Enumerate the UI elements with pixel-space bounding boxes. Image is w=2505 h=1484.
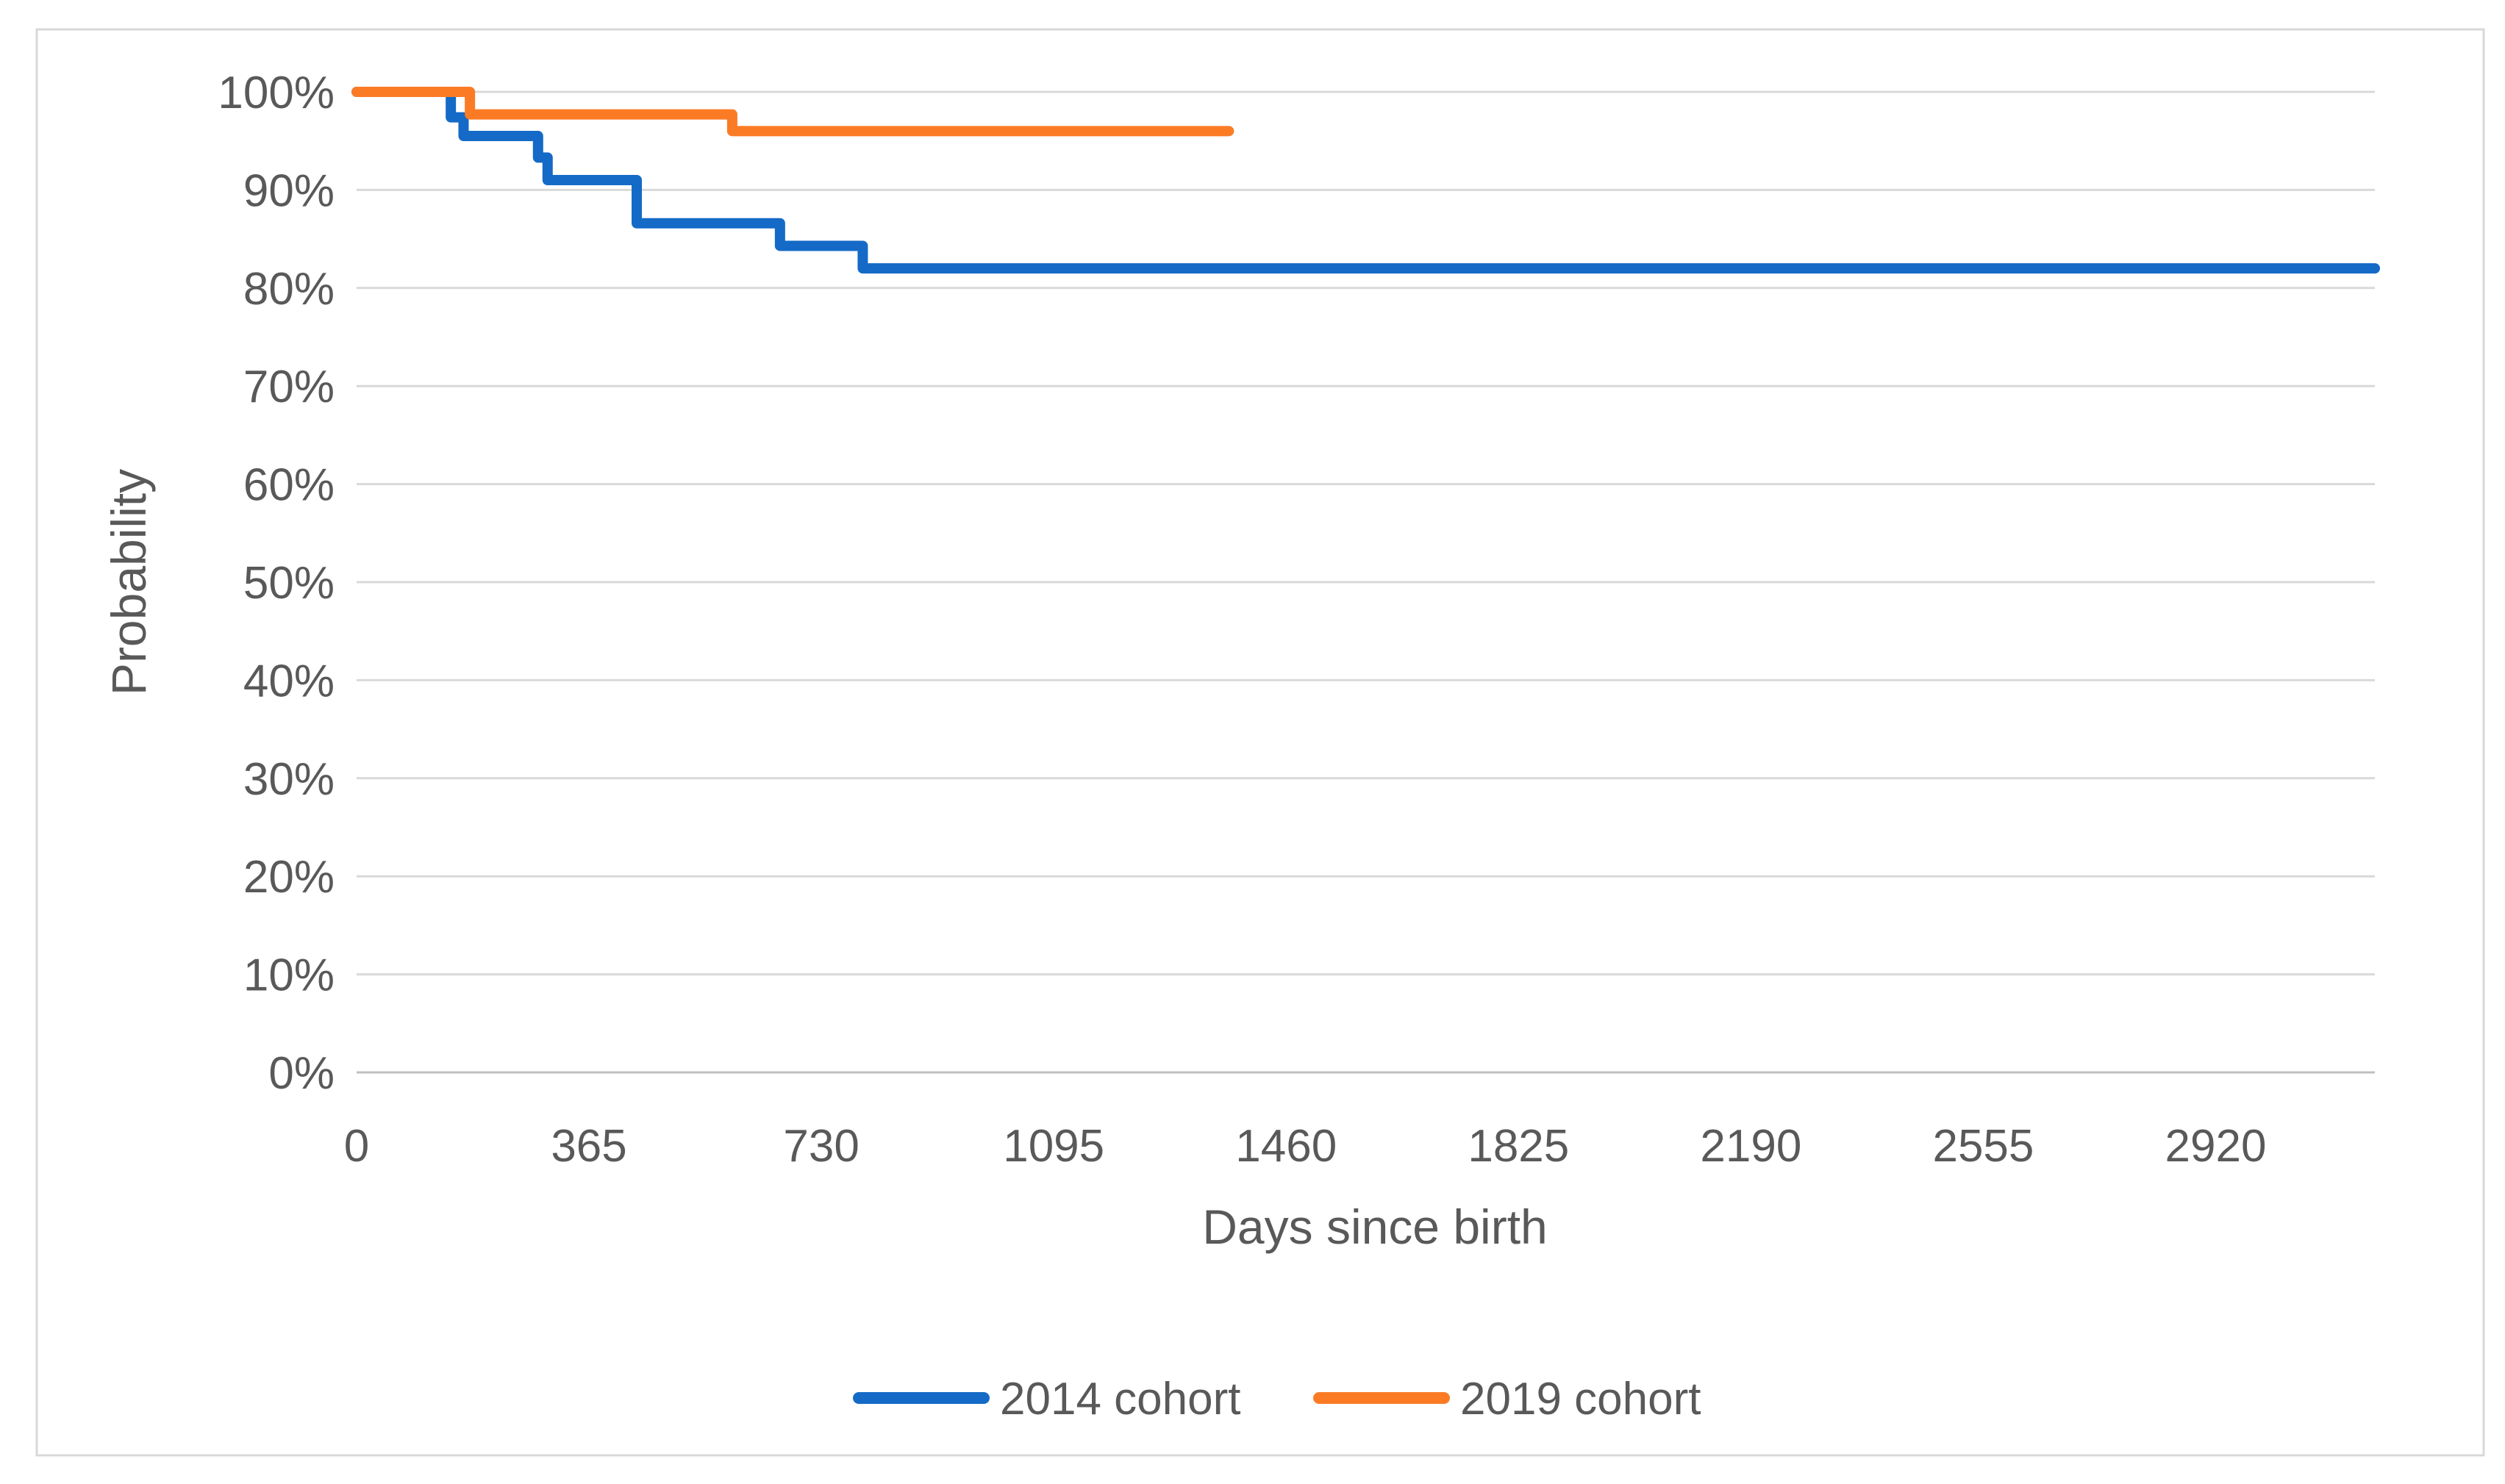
- legend-label: 2019 cohort: [1460, 1374, 1701, 1424]
- x-tick-label: 2920: [2165, 1121, 2267, 1172]
- y-tick-label: 40%: [243, 656, 335, 706]
- x-tick-label: 1095: [1003, 1121, 1104, 1172]
- x-tick-label: 365: [551, 1121, 626, 1172]
- y-tick-label: 0%: [268, 1048, 335, 1099]
- x-tick-label: 730: [783, 1121, 859, 1172]
- legend-item-2014-cohort: 2014 cohort: [853, 1374, 1240, 1424]
- y-tick-label: 10%: [243, 950, 335, 1001]
- gridlines: [357, 90, 2375, 1074]
- x-tick-label: 1460: [1235, 1121, 1337, 1172]
- y-tick-label: 60%: [243, 460, 335, 511]
- y-tick-label: 30%: [243, 754, 335, 805]
- x-tick-label: 2555: [1932, 1121, 2034, 1172]
- x-axis-title: Days since birth: [1202, 1200, 1548, 1254]
- legend-item-2019-cohort: 2019 cohort: [1313, 1374, 1701, 1424]
- y-tick-label: 80%: [243, 264, 335, 315]
- legend: 2014 cohort 2019 cohort: [853, 1374, 1701, 1424]
- series-line-2014-cohort: [351, 87, 2380, 274]
- y-tick-label: 100%: [218, 68, 335, 118]
- legend-label: 2014 cohort: [1000, 1374, 1240, 1424]
- y-axis-tick-labels: 0% 10% 20% 30% 40% 50% 60% 70% 80% 90% 100%: [218, 68, 335, 1099]
- x-tick-label: 2190: [1700, 1121, 1801, 1172]
- y-tick-label: 90%: [243, 165, 335, 216]
- x-axis-tick-labels: 0 365 730 1095 1460 1825 2190 2555 2920: [344, 1121, 2267, 1172]
- y-tick-label: 70%: [243, 362, 335, 412]
- y-tick-label: 50%: [243, 558, 335, 609]
- y-axis-title: Probability: [101, 469, 156, 695]
- x-tick-label: 1825: [1468, 1121, 1569, 1172]
- series-lines: [351, 87, 2380, 274]
- series-line-2019-cohort: [351, 87, 1234, 137]
- x-tick-label: 0: [344, 1121, 369, 1172]
- y-tick-label: 20%: [243, 852, 335, 903]
